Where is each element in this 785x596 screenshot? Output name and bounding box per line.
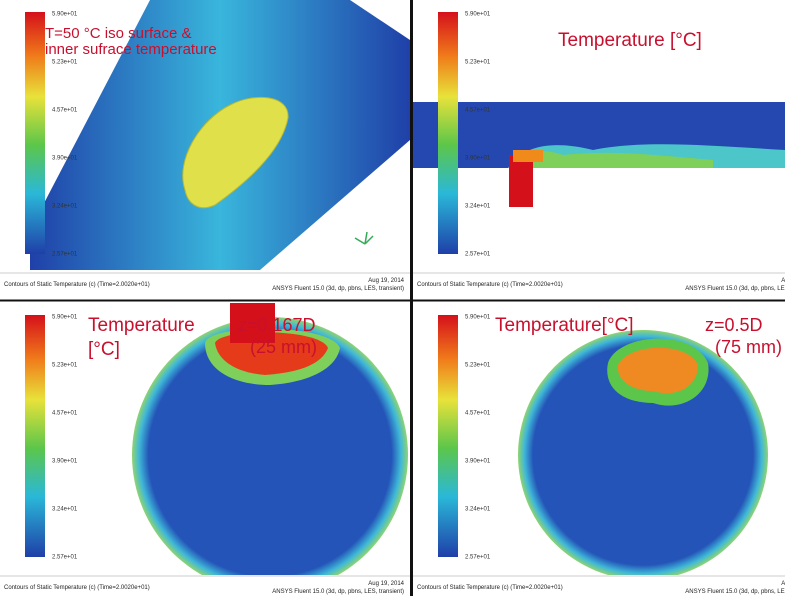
footer-left: Contours of Static Temperature (c) (Time… [4,585,150,591]
colorbar-label: 3.24e+01 [52,204,78,210]
annotation: (25 mm) [250,337,317,357]
annotation: z=0.5D [705,315,763,335]
footer-date: Aug 19, 2014 [781,581,785,587]
colorbar-label: 3.90e+01 [52,156,78,162]
colorbar-label: 5.90e+01 [52,12,78,18]
footer-left: Contours of Static Temperature (c) (Time… [417,585,563,591]
colorbar-label: 5.23e+01 [465,60,491,66]
annotation: Temperature [88,315,195,336]
colorbar-label: 3.24e+01 [52,507,78,513]
colorbar-label: 3.24e+01 [465,507,491,513]
footer-solver: ANSYS Fluent 15.0 (3d, dp, pbns, LES, tr… [685,286,785,292]
colorbar-label: 3.90e+01 [465,156,491,162]
screenshot: 5.90e+01 5.23e+01 4.57e+01 3.90e+01 3.24e+01… [0,0,785,596]
inlet [509,155,533,207]
colorbar-label: 5.90e+01 [52,315,78,321]
colorbar-label: 2.57e+01 [465,555,491,561]
inlet-top [513,150,543,162]
colorbar-label: 3.90e+01 [52,459,78,465]
footer-left: Contours of Static Temperature (c) (Time… [417,282,563,288]
annotation: (75 mm) [715,337,782,357]
colorbar-label: 2.57e+01 [465,252,491,258]
colorbar-label: 4.57e+01 [465,411,491,417]
annotation: Temperature [°C] [558,30,702,51]
colorbar-label: 4.57e+01 [52,108,78,114]
colorbar-label: 5.90e+01 [465,315,491,321]
footer-solver: ANSYS Fluent 15.0 (3d, dp, pbns, LES, tr… [272,286,404,292]
colorbar-label: 5.90e+01 [465,12,491,18]
colorbar-label: 3.90e+01 [465,459,491,465]
colorbar [25,12,45,254]
colorbar-label: 4.57e+01 [52,411,78,417]
colorbar [25,315,45,557]
footer-date: Aug 19, 2014 [781,278,785,284]
footer-date: Aug 19, 2014 [368,581,404,587]
colorbar-label: 3.24e+01 [465,204,491,210]
colorbar [438,315,458,557]
annotation: inner sufrace temperature [45,41,217,58]
annotation: T=50 °C iso surface & [45,25,191,42]
annotation: Temperature[°C] [495,315,634,336]
colorbar [438,12,458,254]
footer-left: Contours of Static Temperature (c) (Time… [4,282,150,288]
colorbar-label: 5.23e+01 [52,60,78,66]
colorbar-label: 4.57e+01 [465,108,491,114]
colorbar-label: 2.57e+01 [52,555,78,561]
footer-solver: ANSYS Fluent 15.0 (3d, dp, pbns, LES, tr… [685,589,785,595]
colorbar-label: 5.23e+01 [465,363,491,369]
annotation: z=0.167D [238,315,316,335]
annotation: [°C] [88,339,120,360]
colorbar-label: 2.57e+01 [52,252,78,258]
footer-date: Aug 19, 2014 [368,278,404,284]
footer-solver: ANSYS Fluent 15.0 (3d, dp, pbns, LES, tr… [272,589,404,595]
colorbar-label: 5.23e+01 [52,363,78,369]
